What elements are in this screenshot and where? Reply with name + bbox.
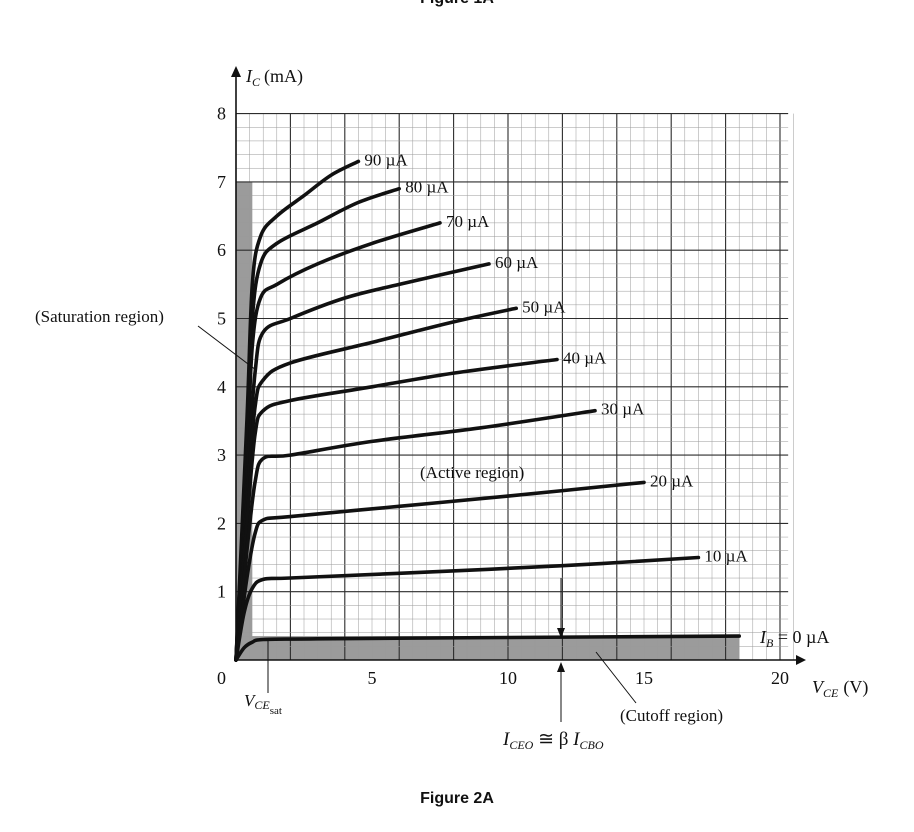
x-axis-arrow [796,655,806,665]
curve-label: 30 µA [601,400,645,419]
y-axis-arrow [231,66,241,77]
y-tick-label: 7 [217,172,226,192]
x-tick-label: 5 [368,668,377,688]
y-tick-label: 2 [217,513,226,533]
cutoff-annotation: (Cutoff region) [595,651,723,725]
curves [234,159,741,662]
curve-label: 50 µA [522,297,566,316]
curve-6 [234,408,597,662]
iceo-arrow-down-icon [557,628,565,638]
tick-labels: 1 2 3 4 5 6 7 8 0 5 10 15 20 [217,104,789,688]
curve-label: 80 µA [405,178,449,197]
figure-top-label: Figure 1A [0,0,914,8]
curve-labels: 90 µA 80 µA 70 µA 60 µA 50 µA 40 µA 30 µA 20 µA… [364,150,748,565]
curve-8 [234,555,701,662]
y-tick-label: 8 [217,104,226,124]
y-axis-label: IC (mA) [245,66,303,89]
x-tick-label: 0 [217,668,226,688]
curve-label: 60 µA [495,253,539,272]
x-tick-label: 20 [771,668,789,688]
shaded-regions [236,181,740,660]
curve-label: 20 µA [650,471,694,490]
y-tick-label: 1 [217,582,226,602]
saturation-label: (Saturation region) [35,307,164,326]
curve-5 [234,357,559,662]
active-region-label: (Active region) [420,463,524,482]
x-tick-label: 10 [499,668,517,688]
iceo-arrow-up-icon [557,662,565,672]
x-axis-label: VCE (V) [812,677,868,700]
iceo-annotation: ICEO ≅ β ICBO [502,578,604,752]
vcesat-label: VCEsat [244,691,282,717]
x-tick-label: 15 [635,668,653,688]
cutoff-label: (Cutoff region) [620,706,723,725]
cutoff-leader-line [595,651,637,704]
saturation-annotation: (Saturation region) [35,307,257,371]
figure-bottom-label: Figure 2A [420,790,494,807]
curve-label: 40 µA [563,348,607,367]
iceo-label: ICEO ≅ β ICBO [502,729,604,752]
curve-label: 90 µA [364,150,408,169]
cutoff-shade [236,636,740,660]
y-tick-label: 5 [217,309,226,329]
curve-label: 10 µA [704,547,748,566]
y-tick-label: 4 [217,377,226,397]
ib-zero-label: IB = 0 µA [759,627,829,650]
curve-label: 70 µA [446,212,490,231]
saturation-leader-line [197,325,257,371]
y-tick-label: 6 [217,240,226,260]
axes [231,66,806,665]
curve-9 [234,634,741,662]
vcesat-annotation: VCEsat [244,640,282,717]
curve-7 [234,480,646,662]
curve-4 [234,306,518,662]
y-tick-label: 3 [217,445,226,465]
